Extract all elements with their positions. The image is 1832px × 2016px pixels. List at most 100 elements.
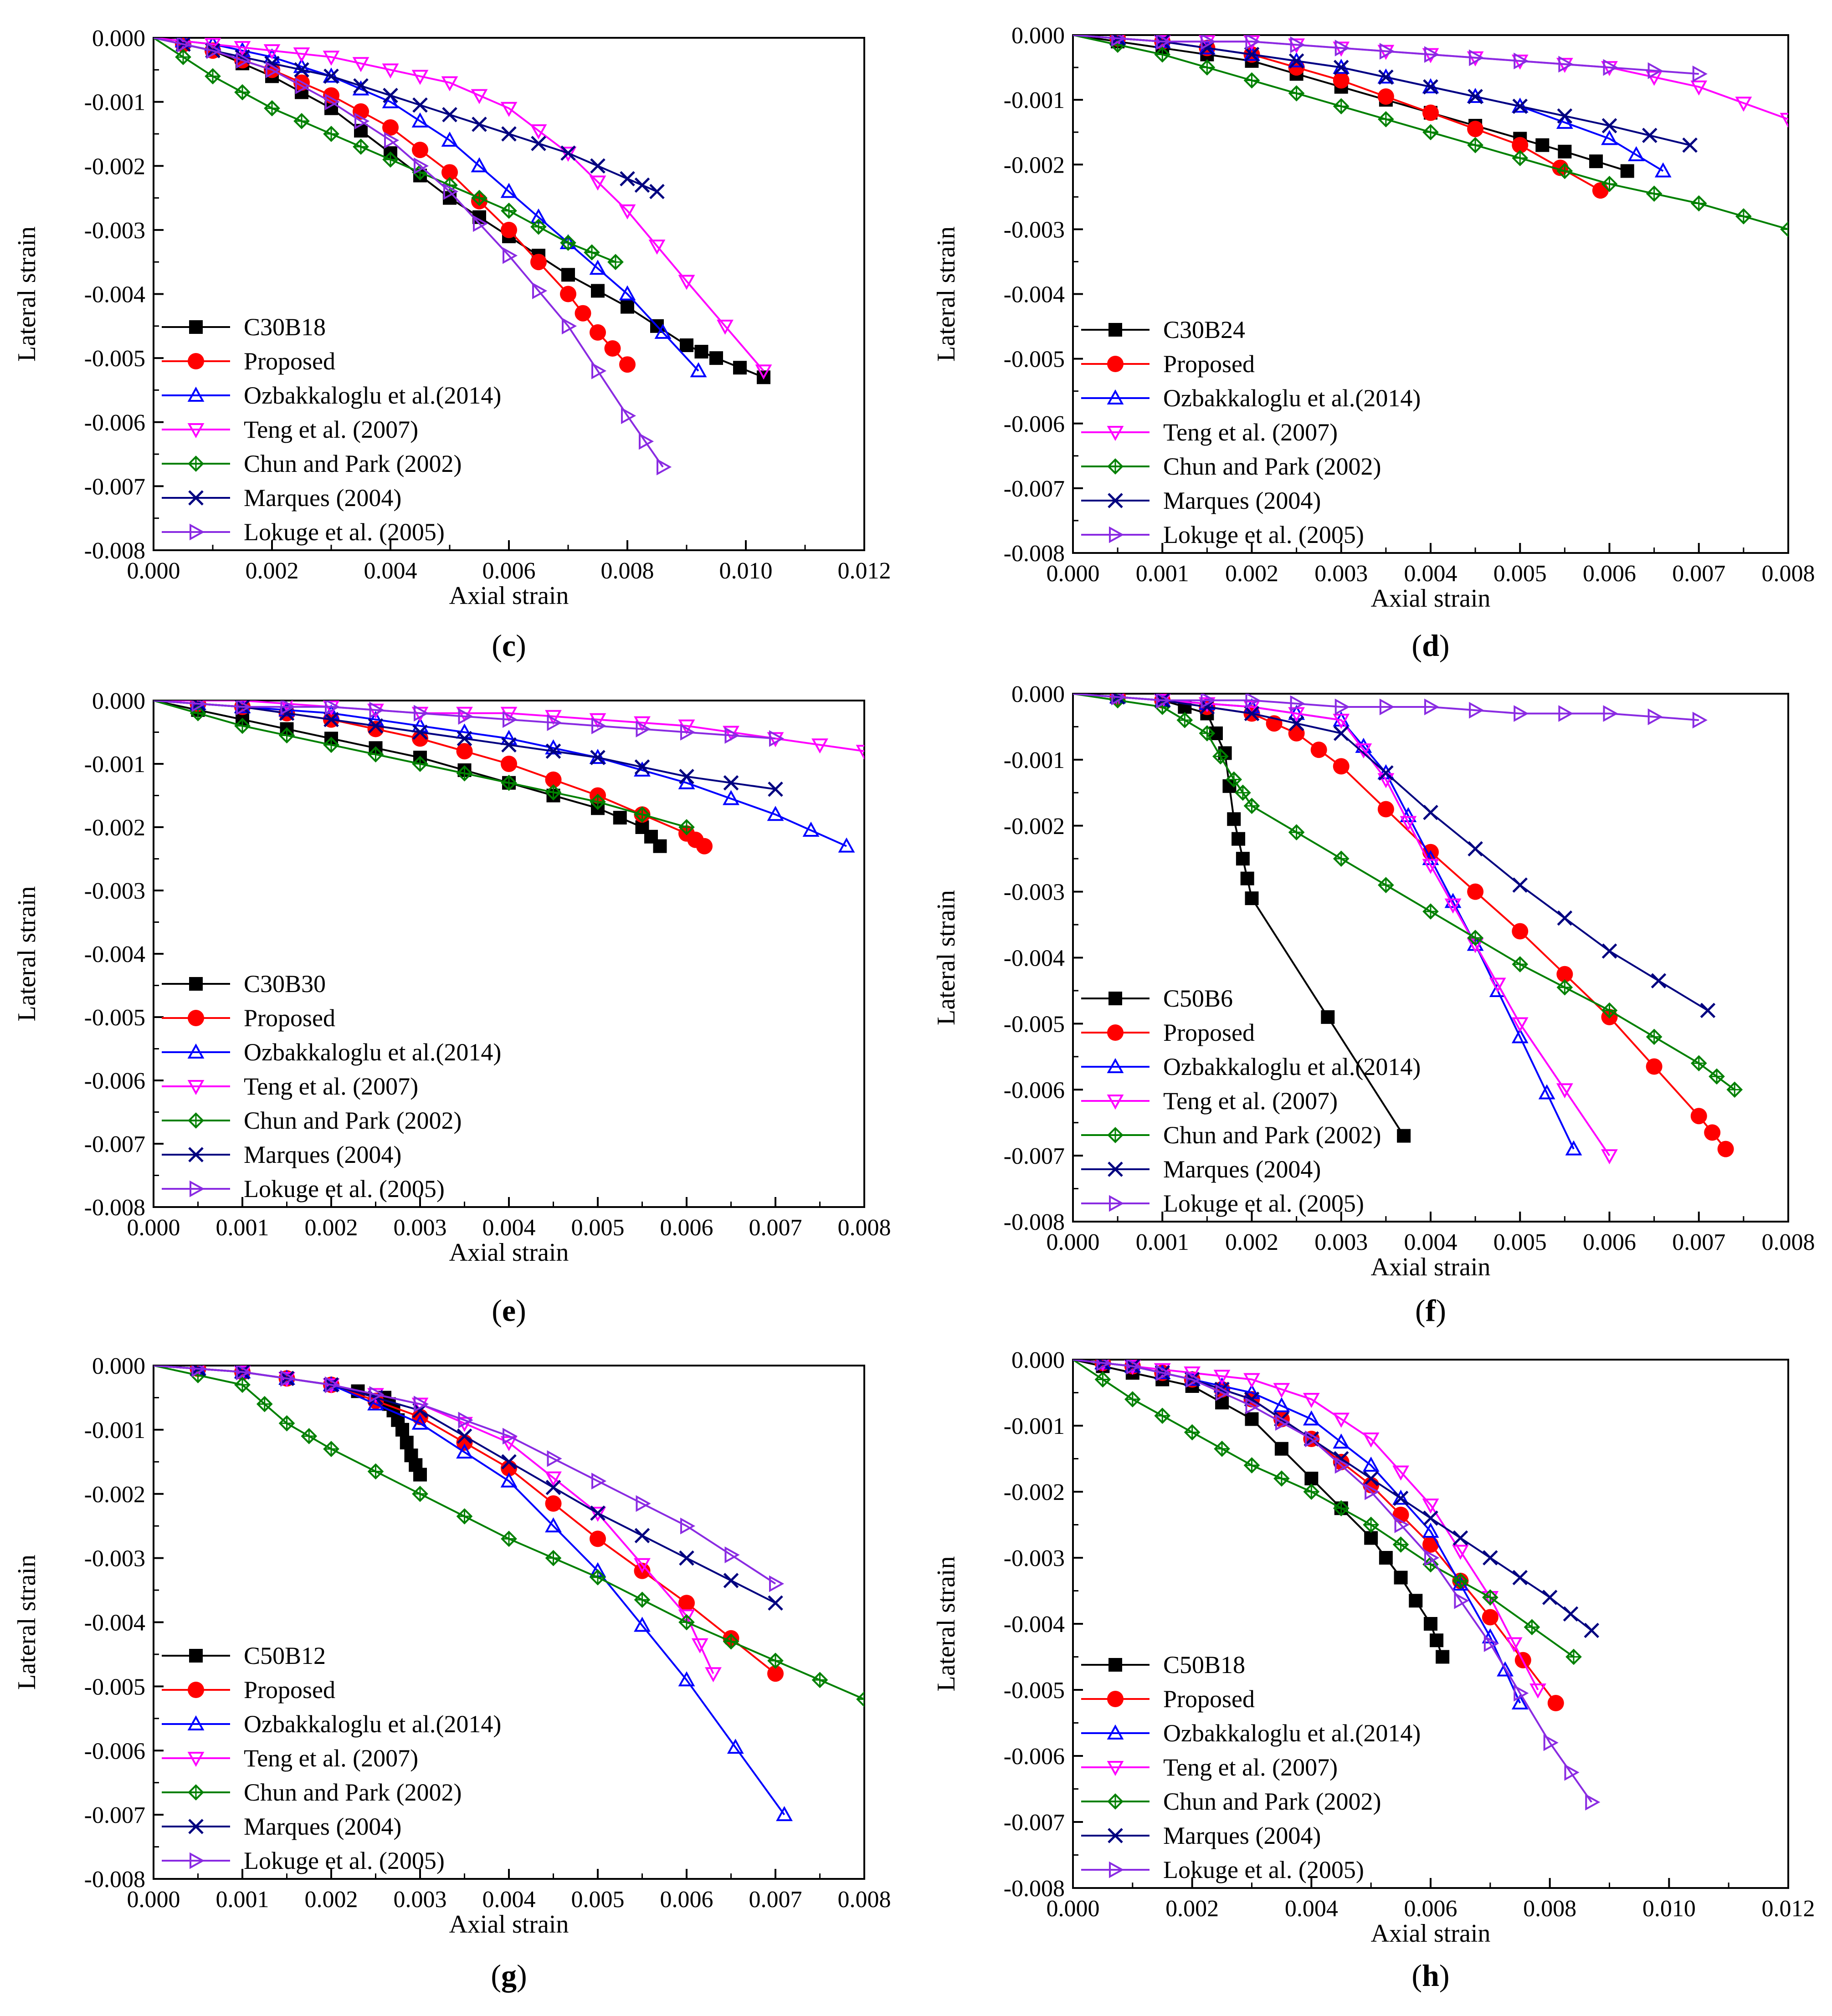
data-point-lokuge	[473, 215, 488, 232]
legend-item-teng: Teng et al. (2007)	[1081, 1087, 1338, 1115]
data-point-lokuge	[1424, 1549, 1440, 1566]
data-point-lokuge	[769, 1575, 785, 1592]
series-line-proposed	[1073, 1360, 1557, 1704]
legend-item-ozbakkaloglu: Ozbakkaloglu et al.(2014)	[1081, 384, 1421, 412]
series-marques	[1073, 694, 1716, 1018]
data-point-lokuge	[1543, 1734, 1559, 1751]
data-point-lokuge	[1111, 35, 1127, 47]
data-point-teng	[382, 63, 399, 79]
legend-marker-teng	[187, 423, 205, 439]
series-chun	[1073, 694, 1743, 1098]
data-point-proposed	[412, 730, 428, 747]
data-point-teng	[1511, 1017, 1529, 1033]
legend-item-marques: Marques (2004)	[162, 1141, 401, 1168]
data-point-test	[1379, 1551, 1393, 1565]
data-point-chun	[1512, 150, 1529, 166]
legend-label: Proposed	[244, 1004, 335, 1032]
data-point-marques	[1468, 841, 1483, 857]
data-point-lokuge	[1564, 1764, 1580, 1781]
x-tick-label: 0.006	[660, 1215, 713, 1241]
data-point-proposed	[382, 119, 399, 136]
y-tick-label: -0.002	[1004, 152, 1065, 178]
data-point-proposed	[575, 305, 591, 322]
legend-marker-test	[1108, 323, 1122, 337]
x-tick-label: 0.007	[749, 1215, 802, 1241]
data-point-lokuge	[591, 362, 607, 379]
legend-item-ozbakkaloglu: Ozbakkaloglu et al.(2014)	[162, 382, 501, 409]
data-point-lokuge	[1692, 65, 1708, 82]
x-axis-title: Axial strain	[1371, 1919, 1491, 1948]
x-tick-label: 0.000	[1047, 1229, 1100, 1255]
data-point-lokuge	[1334, 1457, 1350, 1474]
data-point-ozbakkaloglu	[1422, 1522, 1439, 1538]
data-point-lokuge	[1096, 1360, 1112, 1371]
data-point-chun	[264, 100, 280, 117]
series-chun	[1073, 35, 1788, 238]
legend-label: Teng et al. (2007)	[1163, 1087, 1338, 1115]
legend-label: Proposed	[1163, 1685, 1255, 1713]
legend-marker-marques	[188, 1819, 204, 1834]
data-point-test	[1321, 1010, 1335, 1024]
data-point-lokuge	[384, 132, 400, 149]
x-tick-label: 0.004	[1404, 1229, 1457, 1255]
legend-label: C30B18	[244, 313, 326, 341]
data-point-chun	[1467, 930, 1483, 946]
data-point-lokuge	[636, 721, 651, 737]
data-point-test	[653, 839, 667, 853]
data-point-chun	[634, 1591, 651, 1608]
data-point-lokuge	[680, 724, 696, 741]
data-point-chun	[301, 1428, 318, 1444]
data-point-lokuge	[1483, 1635, 1499, 1652]
data-point-teng	[323, 51, 340, 66]
x-tick-label: 0.006	[660, 1887, 713, 1913]
data-point-lokuge	[1379, 43, 1395, 60]
legend-marker-ozbakkaloglu	[1107, 1058, 1124, 1073]
data-point-chun	[1512, 956, 1529, 972]
x-tick-label: 0.008	[838, 1887, 891, 1913]
data-point-test	[1245, 1412, 1259, 1426]
data-point-marques	[383, 87, 398, 103]
data-point-lokuge	[1692, 711, 1708, 729]
data-point-lokuge	[636, 1495, 651, 1512]
data-point-chun	[353, 138, 369, 155]
data-point-proposed	[1690, 1108, 1707, 1125]
data-point-chun	[501, 1530, 517, 1547]
data-point-chun	[678, 1614, 695, 1631]
data-point-lokuge	[1454, 1592, 1469, 1609]
data-point-marques	[1557, 108, 1573, 124]
data-point-lokuge	[1585, 1794, 1601, 1811]
y-tick-label: -0.005	[84, 1005, 145, 1031]
legend-label: C30B24	[1163, 316, 1245, 343]
data-point-chun	[1288, 85, 1305, 102]
data-point-lokuge	[724, 727, 740, 744]
series-chun	[1073, 1360, 1582, 1665]
data-point-chun	[501, 774, 517, 791]
data-point-ozbakkaloglu	[1556, 113, 1573, 129]
legend-marker-test	[189, 977, 203, 991]
legend-item-chun: Chun and Park (2002)	[1081, 1121, 1381, 1149]
data-point-lokuge	[1156, 1364, 1171, 1382]
data-point-chun	[256, 1396, 273, 1412]
data-point-lokuge	[458, 708, 473, 725]
data-point-proposed	[1547, 1695, 1564, 1711]
legend-marker-teng	[1107, 1761, 1124, 1776]
series-ozbakkaloglu	[1073, 1360, 1529, 1709]
data-point-marques	[1468, 89, 1483, 104]
data-point-ozbakkaloglu	[471, 157, 488, 173]
x-tick-label: 0.002	[1225, 561, 1278, 587]
data-point-teng	[293, 47, 310, 63]
y-tick-label: -0.006	[1004, 1077, 1065, 1103]
series-line-marques	[1073, 694, 1709, 1012]
data-point-marques	[472, 117, 487, 132]
x-axis-title: Axial strain	[449, 1910, 569, 1939]
data-point-test	[395, 1422, 409, 1437]
panel-caption: (d)	[1411, 628, 1449, 663]
data-point-lokuge	[1647, 708, 1663, 726]
data-point-chun	[205, 68, 221, 85]
y-tick-label: -0.004	[1004, 946, 1065, 972]
legend-marker-marques	[188, 490, 204, 506]
data-point-lokuge	[639, 433, 654, 450]
data-point-lokuge	[547, 714, 562, 732]
data-point-chun	[1422, 124, 1439, 141]
data-point-chun	[456, 765, 473, 782]
